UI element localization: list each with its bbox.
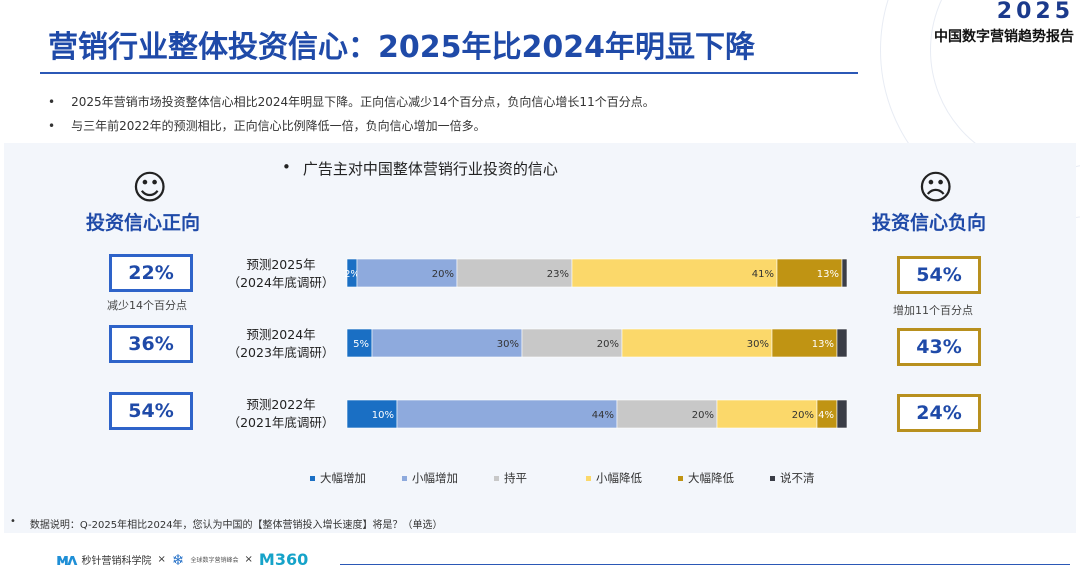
bar-segment-2024-3	[621, 328, 773, 358]
logo-separator: ×	[244, 554, 253, 565]
legend-swatch	[494, 475, 499, 481]
legend-label: 大幅降低	[688, 471, 734, 485]
page-title: 营销行业整体投资信心：2025年比2024年明显下降	[48, 30, 755, 65]
row-label-line1: 预测2024年	[246, 327, 316, 342]
legend-item: 持平	[494, 470, 586, 486]
bar-segment-2024-1	[371, 328, 523, 358]
row-label-line2: （2021年底调研）	[227, 415, 335, 430]
legend-label: 说不清	[780, 471, 815, 485]
bullet-text: 2025年营销市场投资整体信心相比2024年明显下降。正向信心减少14个百分点，…	[71, 95, 655, 109]
frown-face-icon: ☹	[918, 168, 954, 208]
summit-logo-icon: ❄	[171, 550, 185, 569]
row-label-line2: （2024年底调研）	[227, 275, 335, 290]
brand-year: 2025	[996, 0, 1074, 24]
legend-swatch	[586, 475, 591, 481]
bar-segment-2025-5	[841, 258, 848, 288]
chart-legend: 大幅增加 小幅增加 持平 小幅降低 大幅降低 说不清	[310, 470, 862, 486]
logo-separator: ×	[157, 554, 166, 565]
negative-confidence-title: 投资信心负向	[872, 212, 987, 234]
row-label-2024: 预测2024年 （2023年底调研）	[216, 326, 346, 362]
legend-item: 大幅增加	[310, 470, 402, 486]
footnote-dot: •	[10, 516, 16, 527]
row-label-line1: 预测2025年	[246, 257, 316, 272]
legend-label: 小幅增加	[412, 471, 458, 485]
bullet-item: • 与三年前2022年的预测相比，正向信心比例降低一倍，负向信心增加一倍多。	[48, 114, 655, 138]
bullet-dot: •	[48, 95, 56, 109]
positive-confidence-title: 投资信心正向	[86, 212, 201, 234]
miaozhen-logo-icon: ᴍᴧ	[56, 550, 77, 569]
bar-data-label-2022-4: 4%	[818, 410, 834, 421]
legend-item: 说不清	[770, 470, 862, 486]
bar-segment-2025-4	[776, 258, 843, 288]
bar-segment-2024-2	[521, 328, 623, 358]
stacked-bar-chart: 2% 20% 23% 41% 13% 5% 30% 20% 30% 13% 10% 44% 20% 20%…	[344, 258, 848, 429]
smile-face-icon: ☺	[132, 168, 168, 208]
negative-value-2022: 24%	[897, 394, 981, 432]
bullet-dot: •	[48, 119, 56, 133]
bullet-dot: •	[282, 158, 291, 176]
bar-data-label-2022-2: 20%	[692, 410, 714, 421]
legend-swatch	[678, 475, 683, 481]
footnote-text: 数据说明：Q-2025年相比2024年，您认为中国的【整体营销投入增长速度】将是…	[29, 520, 443, 531]
bar-data-label-2025-1: 20%	[432, 269, 454, 280]
bar-data-label-2024-0: 5%	[353, 339, 369, 350]
row-label-2022: 预测2022年 （2021年底调研）	[216, 396, 346, 432]
positive-value-2024: 36%	[109, 325, 193, 363]
bar-segment-2022-0	[346, 399, 398, 429]
legend-label: 小幅降低	[596, 471, 642, 485]
bullet-text: 与三年前2022年的预测相比，正向信心比例降低一倍，负向信心增加一倍多。	[71, 119, 486, 133]
summary-bullets: • 2025年营销市场投资整体信心相比2024年明显下降。正向信心减少14个百分点…	[48, 90, 655, 138]
bar-data-label-2025-2: 23%	[547, 269, 569, 280]
bar-segment-2024-4	[771, 328, 838, 358]
legend-item: 小幅增加	[402, 470, 494, 486]
bar-data-label-2022-0: 10%	[372, 410, 394, 421]
bar-segment-2025-2	[456, 258, 573, 288]
legend-item: 小幅降低	[586, 470, 678, 486]
bar-data-label-2025-4: 13%	[817, 269, 839, 280]
data-footnote: • 数据说明：Q-2025年相比2024年，您认为中国的【整体营销投入增长速度】…	[10, 516, 443, 531]
bar-data-label-2025-0: 2%	[344, 269, 360, 280]
bar-segment-2025-3	[571, 258, 778, 288]
brand-report-title: 中国数字营销趋势报告	[934, 29, 1074, 45]
bar-data-label-2024-2: 20%	[597, 339, 619, 350]
row-label-line1: 预测2022年	[246, 397, 316, 412]
legend-swatch	[402, 475, 407, 481]
footer-divider	[340, 564, 1070, 565]
bar-segment-2024-5	[836, 328, 848, 358]
legend-item: 大幅降低	[678, 470, 770, 486]
bar-segment-2022-3	[716, 399, 818, 429]
negative-change-note: 增加11个百分点	[893, 304, 973, 317]
bar-data-label-2024-4: 13%	[812, 339, 834, 350]
row-label-2025: 预测2025年 （2024年底调研）	[216, 256, 346, 292]
brand-block: 2025 中国数字营销趋势报告	[934, 0, 1074, 46]
miaozhen-logo-text: 秒针营销科学院	[81, 556, 152, 567]
positive-value-2022: 54%	[109, 392, 193, 430]
chart-heading: • 广告主对中国整体营销行业投资的信心	[282, 158, 558, 179]
bullet-item: • 2025年营销市场投资整体信心相比2024年明显下降。正向信心减少14个百分点…	[48, 90, 655, 114]
legend-swatch	[310, 475, 315, 481]
bar-segment-2025-1	[356, 258, 458, 288]
legend-swatch	[770, 475, 775, 481]
title-underline	[40, 72, 858, 74]
row-label-line2: （2023年底调研）	[227, 345, 335, 360]
bar-data-label-2025-3: 41%	[752, 269, 774, 280]
chart-heading-text: 广告主对中国整体营销行业投资的信心	[302, 160, 558, 178]
bar-segment-2022-5	[836, 399, 848, 429]
bar-segment-2022-1	[396, 399, 618, 429]
positive-change-note: 减少14个百分点	[107, 299, 187, 312]
summit-logo-text: 全球数字营销峰会	[190, 557, 239, 564]
bar-data-label-2022-1: 44%	[592, 410, 614, 421]
legend-label: 持平	[504, 471, 527, 485]
legend-label: 大幅增加	[320, 471, 366, 485]
bar-data-label-2024-3: 30%	[747, 339, 769, 350]
bar-segment-2022-2	[616, 399, 718, 429]
negative-value-2025: 54%	[897, 256, 981, 294]
positive-value-2025: 22%	[109, 254, 193, 292]
footer-logos: ᴍᴧ 秒针营销科学院 × ❄ 全球数字营销峰会 × M360	[56, 550, 308, 569]
bar-data-label-2024-1: 30%	[497, 339, 519, 350]
negative-value-2024: 43%	[897, 328, 981, 366]
m360-logo: M360	[258, 550, 309, 569]
bar-data-label-2022-3: 20%	[792, 410, 814, 421]
